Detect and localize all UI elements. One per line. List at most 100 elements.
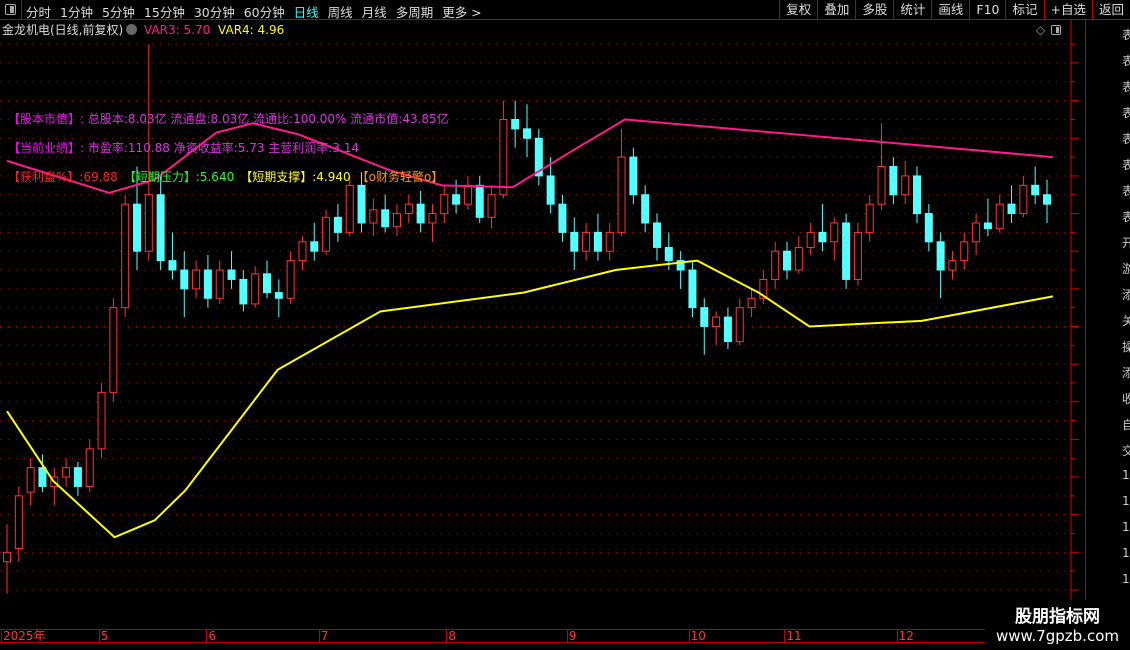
- side-panel-item[interactable]: 表: [1122, 184, 1130, 198]
- candle-body: [983, 222, 992, 230]
- period-tab[interactable]: 周线: [327, 5, 353, 20]
- signal-text: 【短期压力】:5.640: [123, 170, 235, 184]
- side-panel-item[interactable]: 表: [1122, 80, 1130, 94]
- side-panel-item[interactable]: 游: [1122, 262, 1130, 276]
- candle-body: [109, 307, 118, 393]
- period-tab[interactable]: 30分钟: [193, 5, 235, 20]
- side-panel-item[interactable]: 1: [1122, 572, 1130, 586]
- candle-body: [393, 213, 401, 228]
- candle-body: [1043, 194, 1051, 205]
- side-panel-item[interactable]: 关: [1122, 314, 1130, 328]
- chart-info-bar: 金龙机电(日线,前复权) VAR3: 5.70 VAR4: 4.96: [2, 21, 284, 38]
- side-panel-item[interactable]: 表: [1122, 28, 1130, 42]
- side-panel-item[interactable]: 操: [1122, 340, 1130, 354]
- overlay-row-equity: 【股本市值】: 总股本:8.03亿 流通盘:8.03亿 流通比:100.00% …: [8, 110, 449, 127]
- signal-text: 【获利盘%】:69.88: [8, 170, 118, 184]
- side-panel-item[interactable]: 1: [1122, 494, 1130, 508]
- date-label: 8: [446, 629, 456, 643]
- period-tab[interactable]: 日线: [293, 5, 319, 20]
- candle-body: [85, 448, 94, 487]
- candle-body: [735, 307, 744, 343]
- date-label: 7: [318, 629, 329, 643]
- candle-body: [440, 194, 449, 215]
- candle-body: [144, 194, 153, 252]
- side-panel-item[interactable]: 添: [1122, 366, 1130, 380]
- candle-body: [227, 269, 236, 280]
- side-panel-item[interactable]: 1: [1122, 520, 1130, 534]
- side-panel-item[interactable]: 1: [1122, 468, 1130, 482]
- date-label: 9: [566, 629, 577, 643]
- candle-body: [499, 118, 508, 196]
- panel-toggle-icon[interactable]: [0, 0, 22, 20]
- period-tab[interactable]: 更多 >: [442, 5, 482, 20]
- candle-body: [322, 216, 331, 252]
- stock-title: 金龙机电(日线,前复权): [2, 23, 124, 37]
- candle-body: [215, 269, 224, 299]
- toolbar-button[interactable]: F10: [969, 0, 1005, 20]
- period-tab[interactable]: 分时: [26, 5, 52, 20]
- chart-tools: ◇: [1036, 23, 1062, 37]
- candle-body: [653, 222, 661, 248]
- toolbar-button[interactable]: 标记: [1005, 0, 1043, 20]
- date-label: 2025年: [1, 629, 46, 643]
- side-panel-item[interactable]: 开: [1122, 236, 1130, 250]
- candle-body: [617, 156, 626, 233]
- toolbar-button[interactable]: +自选: [1043, 0, 1092, 20]
- date-label: 5: [98, 629, 109, 643]
- watermark-logo: 股朋指标网 www.7gpzb.com: [985, 600, 1130, 650]
- side-panel-item[interactable]: 收: [1122, 392, 1130, 406]
- toolbar-button[interactable]: 统计: [893, 0, 931, 20]
- candle-body: [1019, 184, 1028, 215]
- date-label: 6: [206, 629, 217, 643]
- period-tab[interactable]: 月线: [361, 5, 387, 20]
- candle-body: [593, 231, 602, 252]
- toolbar-button[interactable]: 返回: [1091, 0, 1130, 20]
- side-panel-item[interactable]: 表: [1122, 54, 1130, 68]
- candle-body: [901, 175, 910, 196]
- side-panel-item[interactable]: 自: [1122, 418, 1130, 432]
- side-panel-item[interactable]: 添: [1122, 288, 1130, 302]
- watermark-line1: 股朋指标网: [1015, 607, 1100, 627]
- candle-body: [936, 241, 945, 271]
- candle-body: [168, 260, 177, 271]
- toolbar-button[interactable]: 叠加: [817, 0, 855, 20]
- dropdown-icon[interactable]: [126, 24, 138, 35]
- var4-value: VAR4: 4.96: [218, 23, 285, 37]
- candle-body: [463, 184, 472, 205]
- candle-body: [511, 118, 520, 130]
- side-panel-item[interactable]: 1: [1122, 546, 1130, 560]
- candle-body: [333, 216, 342, 233]
- period-tab[interactable]: 1分钟: [60, 5, 93, 20]
- period-tab[interactable]: 15分钟: [143, 5, 185, 20]
- price-chart: 6.206.005.805.605.405.205.004.804.604.40…: [0, 20, 1079, 629]
- candle-body: [605, 231, 614, 252]
- candle-body: [487, 194, 496, 218]
- candle-body: [3, 551, 11, 563]
- side-panel-item[interactable]: 交: [1122, 444, 1130, 458]
- side-panel-item[interactable]: 表: [1122, 132, 1130, 146]
- diamond-icon[interactable]: ◇: [1036, 23, 1046, 37]
- period-tab[interactable]: 多周期: [395, 5, 434, 20]
- side-panel-item[interactable]: 表: [1122, 106, 1130, 120]
- toolbar-button[interactable]: 复权: [779, 0, 817, 20]
- candle-body: [73, 467, 82, 487]
- toolbar-button[interactable]: 画线: [931, 0, 969, 20]
- candle-body: [747, 297, 756, 309]
- candle-body: [877, 166, 886, 205]
- candle-body: [274, 292, 283, 299]
- candle-body: [523, 128, 531, 139]
- candle-body: [14, 495, 23, 550]
- side-panel-item[interactable]: 表: [1122, 210, 1130, 224]
- candle-body: [712, 316, 721, 327]
- candle-body: [830, 222, 839, 243]
- panel-toggle-icon[interactable]: [1051, 25, 1062, 35]
- var3-line: [6, 118, 1053, 194]
- candle-body: [203, 269, 212, 299]
- period-tab[interactable]: 60分钟: [243, 5, 285, 20]
- overlay-row-signals: 【获利盘%】:69.88 【短期压力】:5.640 【短期支撑】:4.940 【o财务…: [8, 168, 449, 185]
- period-tab[interactable]: 5分钟: [101, 5, 135, 20]
- side-panel-item[interactable]: 表: [1122, 158, 1130, 172]
- performance-text: 市盈率:110.88 净资收益率:5.73 主营利润率:3.14: [87, 141, 360, 155]
- period-tabs: 分时 1分钟 5分钟 15分钟 30分钟 60分钟 日线 周线 月线 多周期 更多 >: [26, 2, 482, 21]
- toolbar-button[interactable]: 多股: [855, 0, 893, 20]
